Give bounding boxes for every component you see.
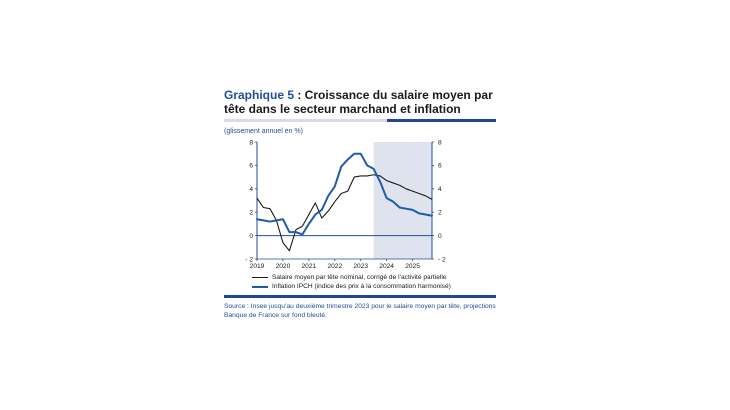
- y-tick-label-left: 8: [249, 139, 253, 146]
- y-tick-label-left: 4: [249, 186, 253, 193]
- chart-area: - 2 - 2 0 0 2 2 4 4 6 6 8 8 2019 2020 2021 2022 2023 2024…: [224, 132, 496, 272]
- projection-shading: [373, 142, 432, 259]
- figure-label: Graphique 5: [224, 88, 295, 102]
- y-tick-label-right: 2: [438, 210, 442, 217]
- chart-subtitle: (glissement annuel en %): [224, 128, 303, 135]
- legend: Salaire moyen par tête nominal, corrigé …: [252, 273, 502, 291]
- legend-swatch-inflation: [252, 285, 268, 288]
- y-tick-label-right: 4: [438, 186, 442, 193]
- x-tick-label: 2019: [250, 263, 265, 270]
- series-line-inflation: [256, 152, 433, 236]
- y-tick-label-right: 8: [438, 139, 442, 146]
- x-tick-label: 2021: [302, 263, 317, 270]
- legend-item-wage: Salaire moyen par tête nominal, corrigé …: [252, 273, 502, 282]
- x-tick-label: 2023: [353, 263, 368, 270]
- line-chart: - 2 - 2 0 0 2 2 4 4 6 6 8 8 2019 2020 2021 2022 2023 2024…: [245, 139, 446, 270]
- source-note: Source : Insee jusqu’au deuxième trimest…: [224, 303, 496, 319]
- figure-title-text: : Croissance du salaire moyen par tête d…: [224, 88, 493, 116]
- y-tick-label-left: 6: [249, 163, 253, 170]
- bottom-rule: [224, 295, 496, 298]
- x-tick-label: 2024: [379, 263, 394, 270]
- figure: Graphique 5 : Croissance du salaire moye…: [224, 88, 496, 319]
- series-line-wage: [256, 174, 433, 252]
- y-tick-label-left: 2: [249, 210, 253, 217]
- x-tick-label: 2025: [405, 263, 420, 270]
- y-tick-label-right: 6: [438, 163, 442, 170]
- figure-title: Graphique 5 : Croissance du salaire moye…: [224, 88, 496, 116]
- legend-swatch-wage: [252, 277, 268, 278]
- legend-item-inflation: Inflation IPCH (indice des prix à la con…: [252, 282, 502, 291]
- y-tick-label-left: - 2: [245, 256, 253, 263]
- x-tick-label: 2022: [327, 263, 342, 270]
- legend-label-inflation: Inflation IPCH (indice des prix à la con…: [272, 283, 451, 290]
- x-tick-label: 2020: [276, 263, 291, 270]
- legend-label-wage: Salaire moyen par tête nominal, corrigé …: [272, 274, 447, 281]
- y-tick-label-right: 0: [438, 233, 442, 240]
- y-tick-label-left: 0: [249, 233, 253, 240]
- y-tick-label-right: - 2: [438, 256, 446, 263]
- title-rule: [224, 119, 496, 122]
